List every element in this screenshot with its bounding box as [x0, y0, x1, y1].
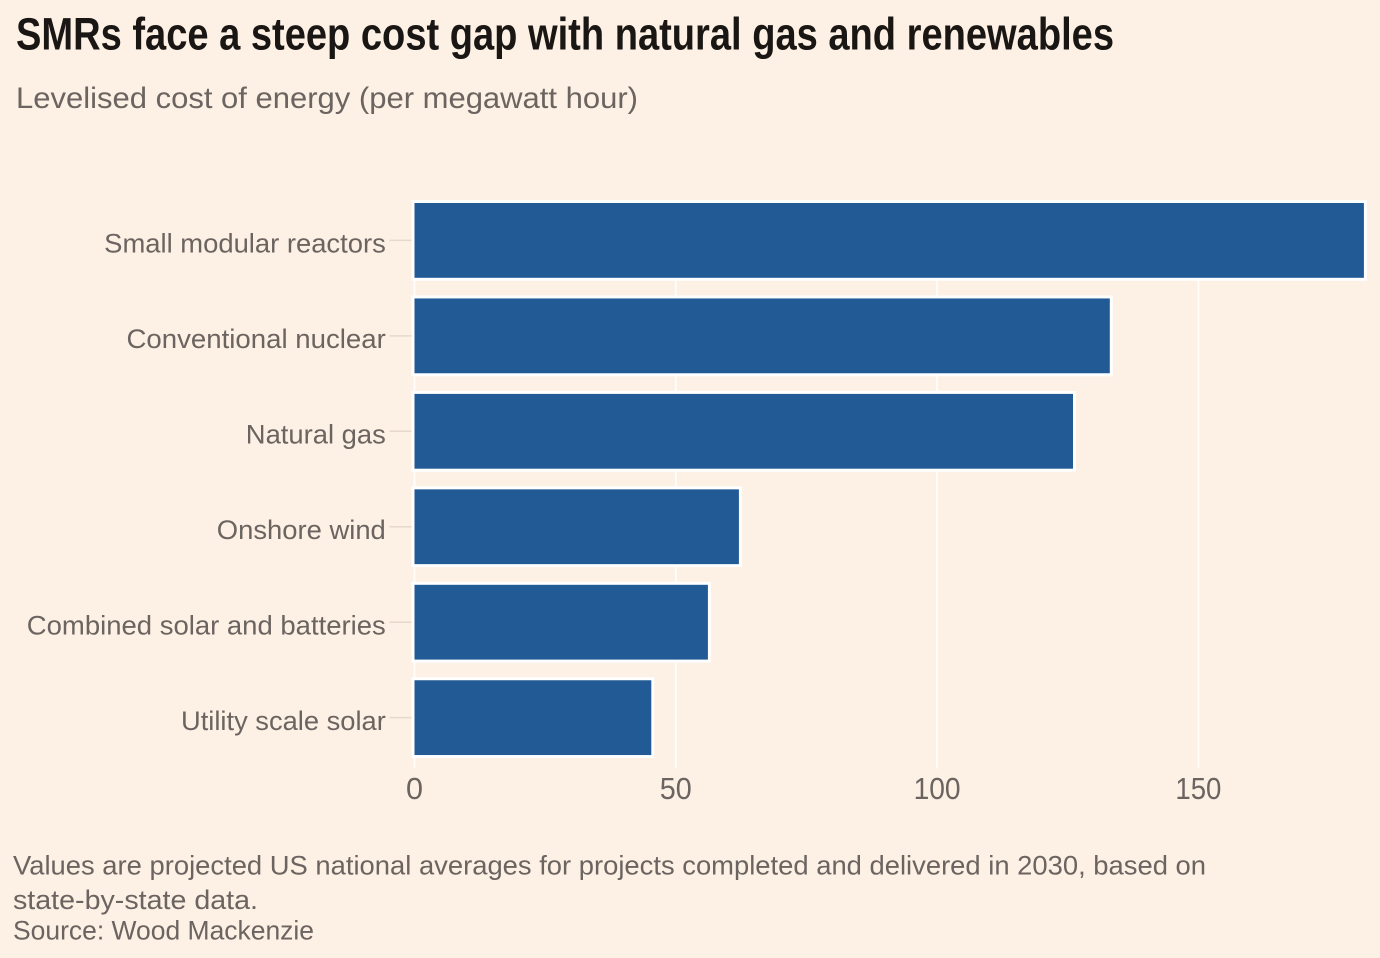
svg-text:Natural gas: Natural gas: [246, 420, 386, 450]
svg-text:Values are projected US nation: Values are projected US national average…: [13, 850, 1206, 880]
svg-text:Source: Wood Mackenzie: Source: Wood Mackenzie: [13, 916, 314, 946]
svg-text:Combined solar and batteries: Combined solar and batteries: [27, 611, 386, 641]
svg-text:Levelised cost of energy (per: Levelised cost of energy (per megawatt h…: [16, 82, 638, 115]
svg-text:0: 0: [406, 771, 423, 806]
svg-text:Conventional nuclear: Conventional nuclear: [127, 324, 386, 354]
svg-text:50: 50: [660, 771, 692, 806]
svg-text:SMRs face a steep cost gap wit: SMRs face a steep cost gap with natural …: [16, 8, 1114, 59]
svg-text:Small modular reactors: Small modular reactors: [104, 229, 386, 259]
svg-text:Onshore wind: Onshore wind: [217, 515, 386, 545]
svg-text:150: 150: [1175, 771, 1221, 806]
svg-text:Utility scale solar: Utility scale solar: [181, 706, 386, 736]
svg-text:100: 100: [914, 771, 961, 806]
svg-text:state-by-state data.: state-by-state data.: [13, 885, 258, 915]
